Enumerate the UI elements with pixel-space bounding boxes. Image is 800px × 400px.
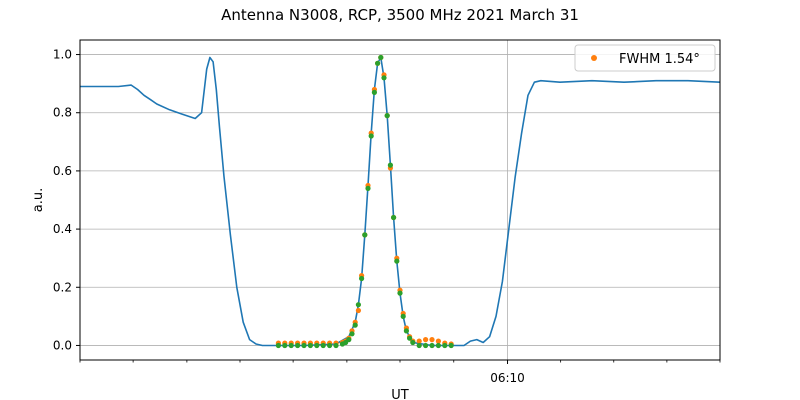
sample-point (381, 75, 387, 81)
sample-point (407, 335, 413, 341)
y-tick-label: 0.0 (53, 338, 72, 352)
fwhm-fit-point (423, 337, 429, 343)
sample-point (410, 339, 416, 346)
sample-point (352, 322, 358, 328)
sample-point (275, 342, 281, 349)
axes-frame (79, 39, 721, 361)
grid-lines (80, 40, 720, 360)
y-axis-label: a.u. (31, 188, 46, 212)
sample-point (429, 342, 435, 349)
sample-point (423, 342, 429, 349)
legend-marker (591, 55, 597, 61)
fwhm-fit-point (435, 338, 441, 344)
sample-point (355, 302, 361, 308)
beam-profile-line (80, 56, 721, 347)
sample-point (442, 342, 448, 349)
legend-label: FWHM 1.54° (619, 52, 700, 67)
x-axis-label: UT (391, 388, 409, 400)
fwhm-fit-point (416, 338, 422, 344)
sample-point (384, 113, 390, 119)
sample-point (314, 342, 320, 349)
y-tick-label: 1.0 (53, 48, 72, 62)
axis-ticks: 0.0 0.2 0.4 0.6 0.8 1.0 06:10 (53, 48, 721, 385)
chart-title: Antenna N3008, RCP, 3500 MHz 2021 March … (221, 6, 579, 24)
sample-point (400, 313, 406, 319)
sample-point (346, 337, 352, 343)
sample-point (394, 258, 400, 264)
sample-point (362, 232, 368, 238)
sample-point (387, 162, 393, 168)
sample-point (288, 342, 294, 349)
sample-point (295, 342, 301, 349)
sample-point (307, 342, 313, 349)
sample-point (391, 214, 397, 221)
sample-point (365, 185, 371, 191)
sample-point (435, 342, 441, 349)
sample-point (397, 290, 403, 296)
fwhm-fit-point (355, 307, 361, 314)
sample-point (282, 342, 288, 349)
y-tick-label: 0.6 (53, 164, 72, 178)
x-tick-label: 06:10 (490, 371, 525, 385)
sample-point (320, 342, 326, 349)
sample-point (327, 342, 333, 349)
sample-point (349, 331, 355, 337)
sample-point (333, 342, 339, 349)
legend-box (574, 44, 716, 72)
y-tick-label: 0.8 (53, 106, 72, 120)
y-tick-label: 0.2 (53, 280, 72, 294)
sample-point (301, 342, 307, 349)
legend: FWHM 1.54° (574, 44, 716, 72)
sample-point (371, 89, 377, 95)
sample-point (375, 60, 381, 66)
sample-point (359, 275, 365, 282)
sample-point (378, 54, 384, 61)
sample-point (416, 342, 422, 349)
fwhm-fit-point (429, 337, 435, 343)
sample-point (448, 342, 454, 349)
y-tick-label: 0.4 (53, 222, 72, 236)
plot-area (80, 54, 721, 349)
sample-point (368, 133, 374, 139)
sample-point (403, 328, 409, 334)
